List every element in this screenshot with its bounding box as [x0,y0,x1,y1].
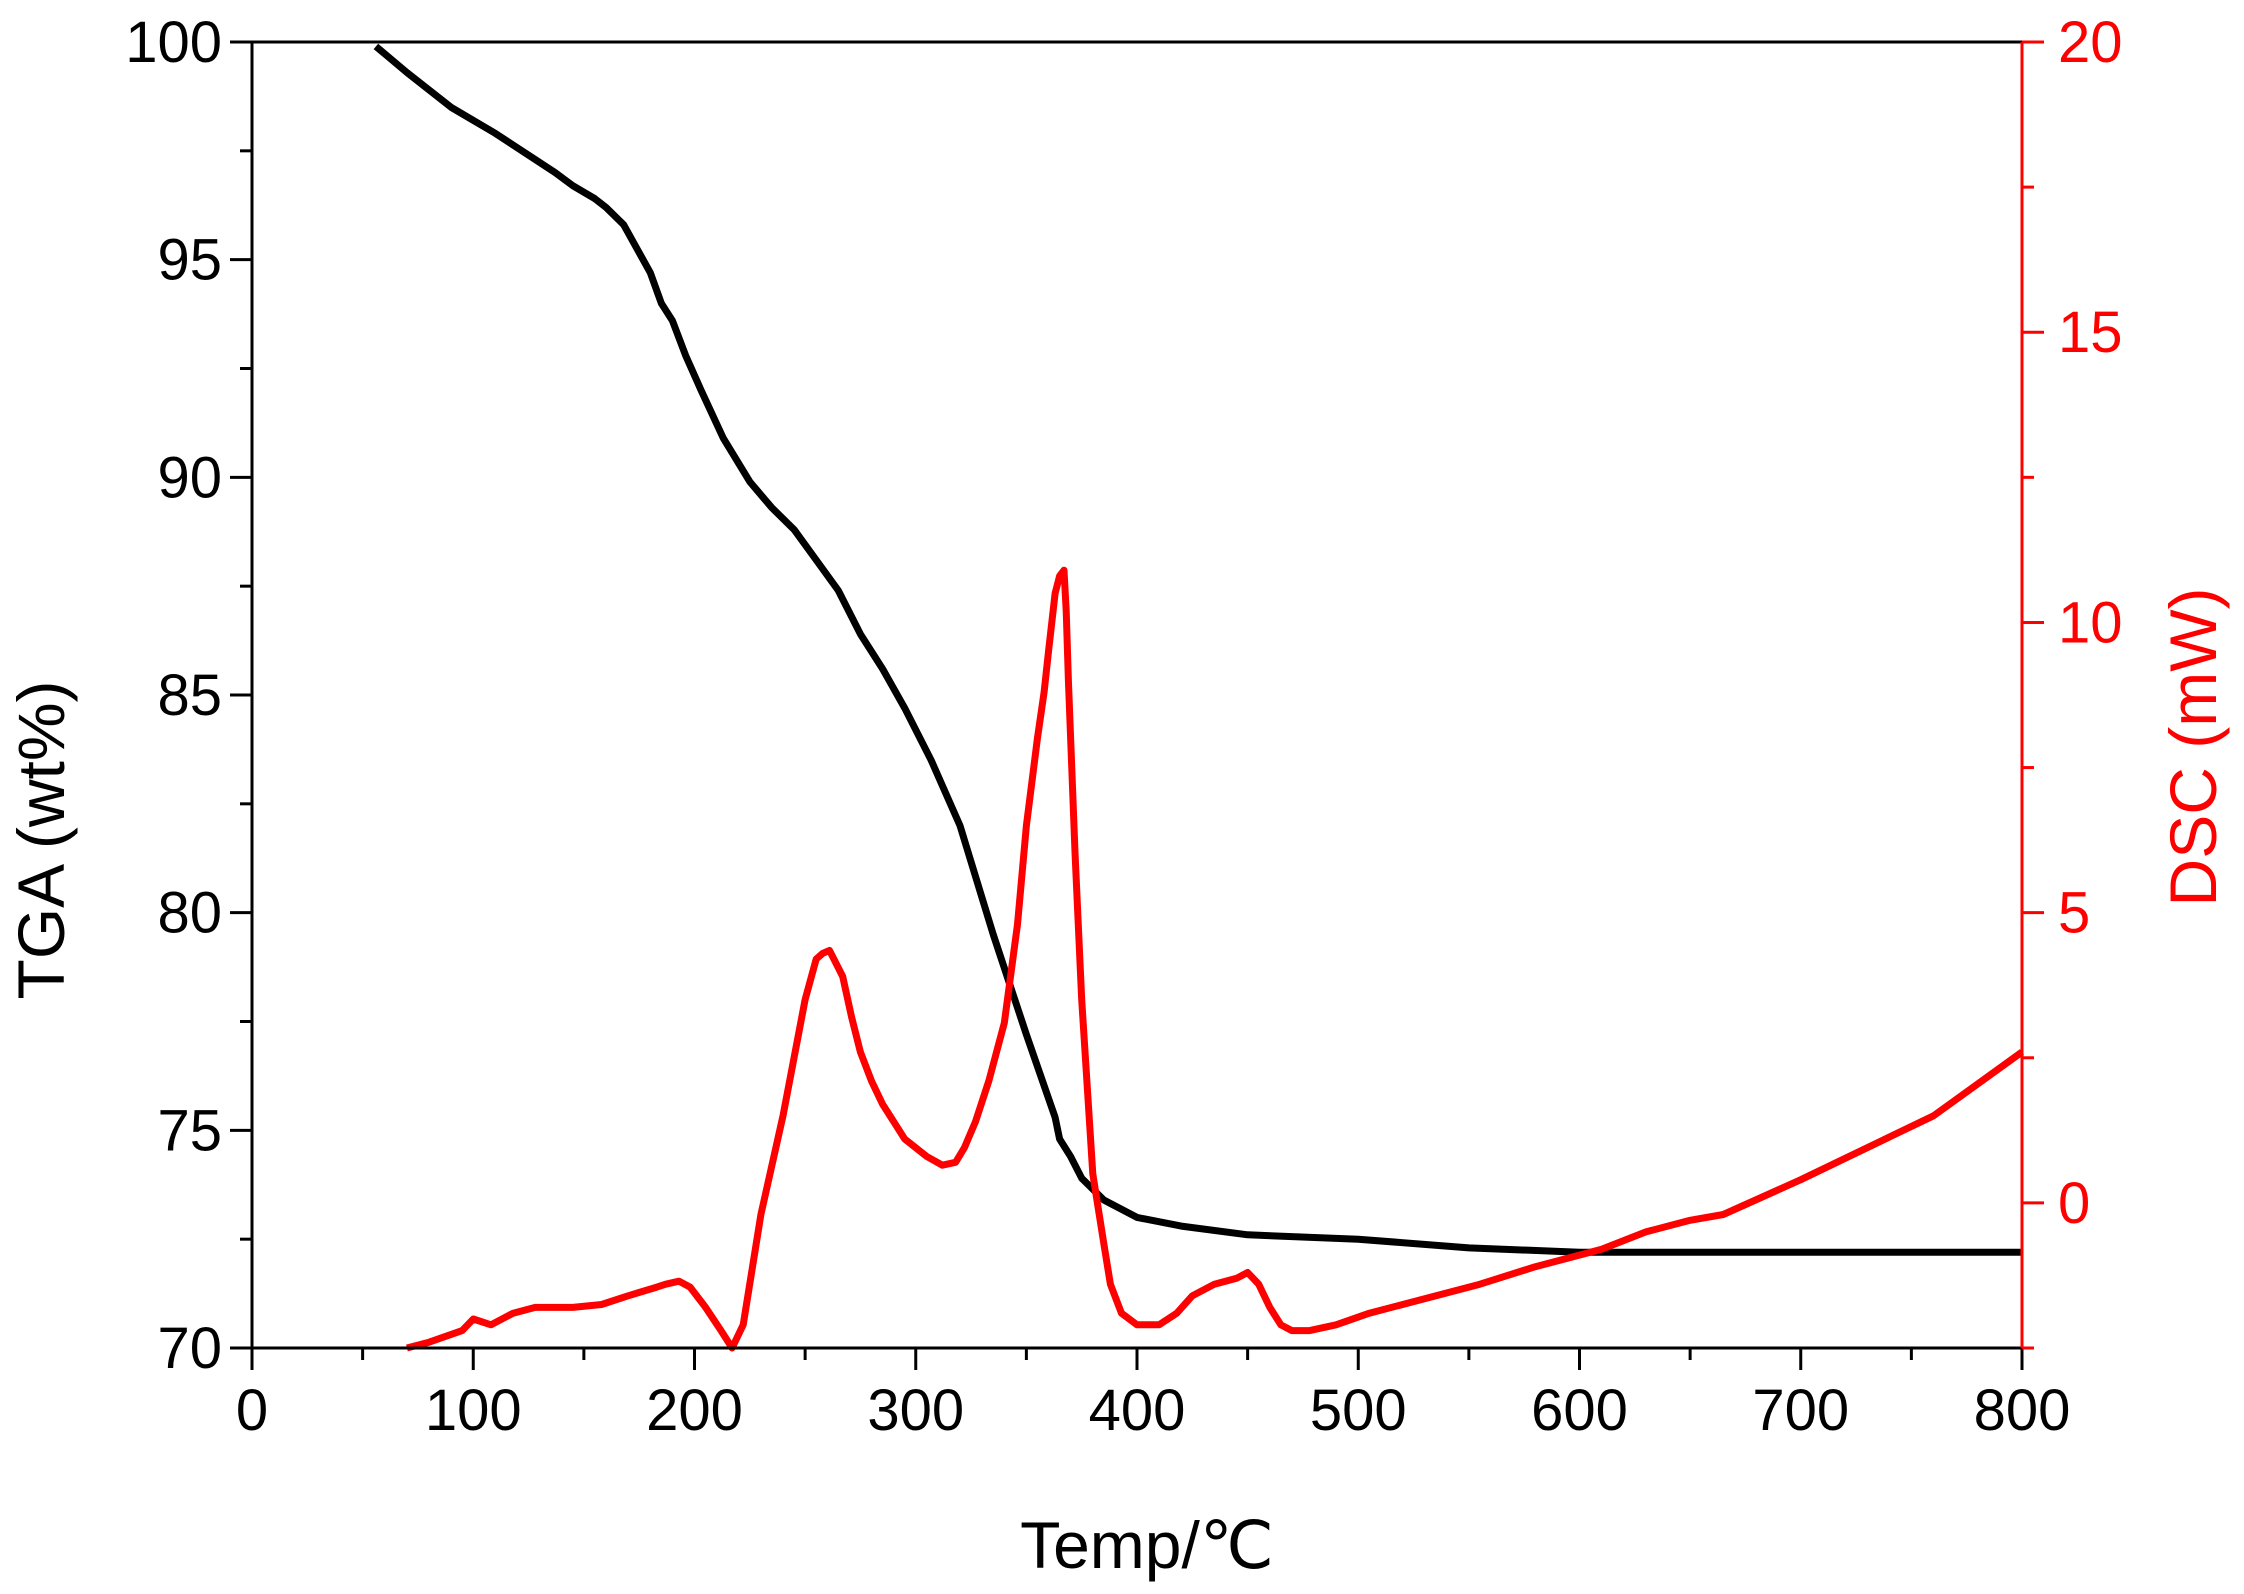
y-tick-label: 80 [157,881,222,946]
y2-tick-label: 15 [2058,300,2123,365]
right-y-axis-ticks: 0 5 10 15 20 [2022,10,2123,1350]
x-axis-title: Temp/℃ [1020,1508,1274,1582]
y2-tick-label: 20 [2058,10,2123,75]
left-y-axis-title: TGA (wt%) [4,680,78,999]
x-tick-label: 200 [646,1378,743,1443]
x-tick-label: 300 [867,1378,964,1443]
series-layer [373,43,2025,1352]
plot-frame [250,40,2024,1350]
y-tick-label: 75 [157,1098,222,1163]
y-tick-label: 95 [157,228,222,293]
right-y-axis-title: DSC (mW) [2156,588,2230,907]
tga-curve [373,43,2022,1256]
x-tick-label: 0 [236,1378,268,1443]
x-tick-label: 500 [1310,1378,1407,1443]
y-tick-label: 70 [157,1316,222,1381]
y2-tick-label: 0 [2058,1171,2090,1236]
y-tick-label: 85 [157,663,222,728]
y2-tick-label: 5 [2058,881,2090,946]
x-tick-label: 100 [425,1378,522,1443]
y-tick-label: 100 [125,10,222,75]
x-tick-label: 800 [1974,1378,2071,1443]
y-tick-label: 90 [157,445,222,510]
x-axis-ticks: 0 100 200 300 400 500 600 700 800 [236,1348,2071,1443]
x-tick-label: 700 [1752,1378,1849,1443]
y2-tick-label: 10 [2058,590,2123,655]
dsc-curve [406,566,2025,1352]
x-tick-label: 600 [1531,1378,1628,1443]
left-y-axis-ticks: 70 75 80 85 90 95 100 [125,10,252,1381]
x-tick-label: 400 [1089,1378,1186,1443]
